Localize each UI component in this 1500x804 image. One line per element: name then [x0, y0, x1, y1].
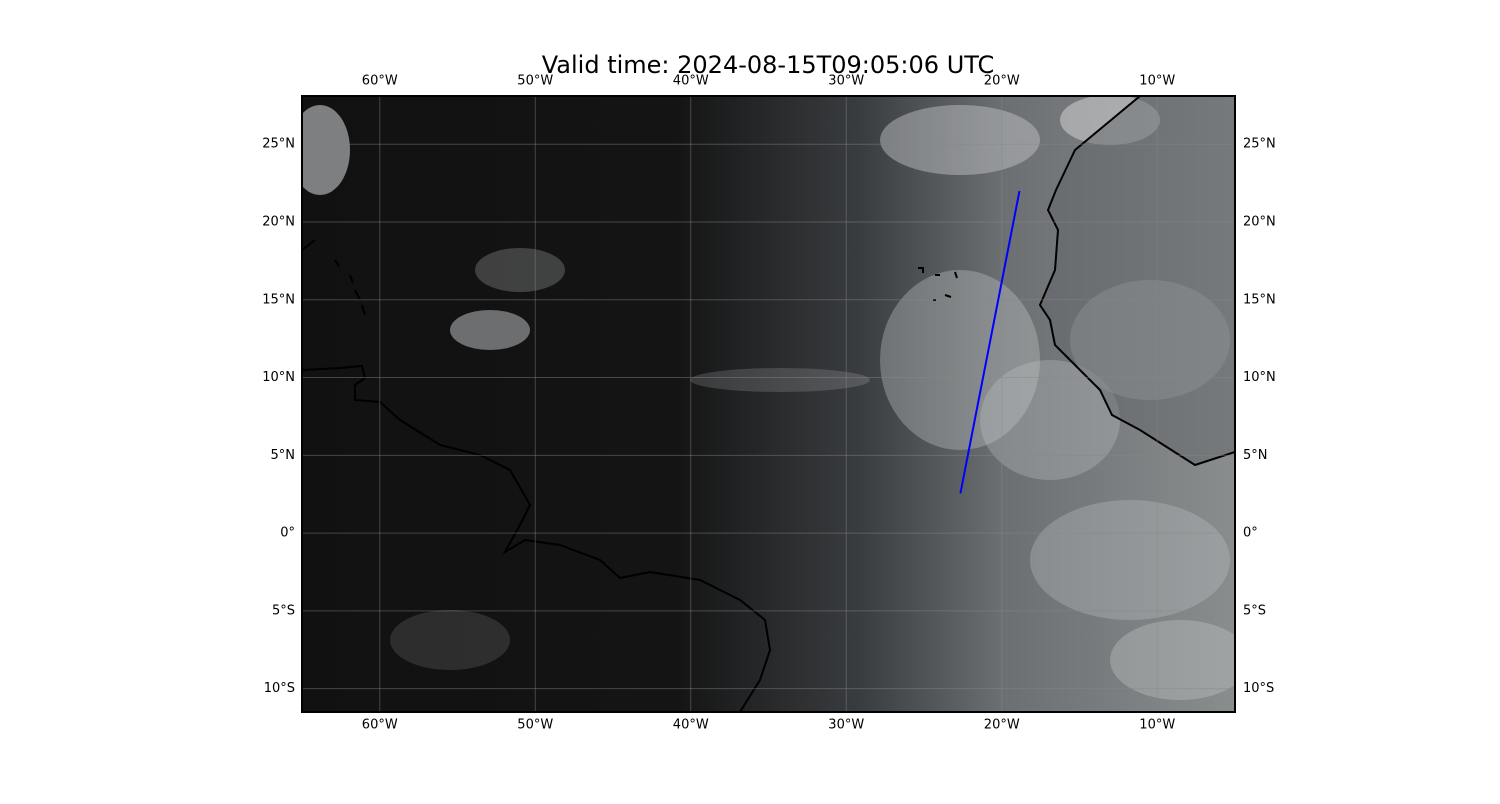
x-tick-label: 20°W	[984, 74, 1020, 89]
map-frame	[301, 95, 1236, 713]
x-tick-label: 40°W	[673, 74, 709, 89]
y-tick-label: 0°	[280, 526, 295, 541]
y-tick-label: 5°S	[272, 603, 295, 618]
y-tick-label: 0°	[1243, 526, 1258, 541]
x-tick-label: 30°W	[828, 718, 864, 733]
y-tick-label: 25°N	[262, 137, 295, 152]
x-tick-label: 60°W	[362, 718, 398, 733]
satellite-image	[302, 96, 1235, 712]
track-line	[959, 190, 1021, 494]
x-tick-label: 60°W	[362, 74, 398, 89]
x-tick-label: 10°W	[1139, 718, 1175, 733]
y-tick-label: 15°N	[262, 292, 295, 307]
y-tick-label: 20°N	[262, 215, 295, 230]
y-tick-label: 5°S	[1243, 603, 1266, 618]
y-tick-label: 5°N	[1243, 448, 1268, 463]
y-tick-label: 15°N	[1243, 292, 1276, 307]
clouds	[302, 96, 1235, 700]
y-tick-label: 10°S	[1243, 681, 1274, 696]
grid	[302, 96, 1235, 712]
y-tick-label: 20°N	[1243, 215, 1276, 230]
y-tick-label: 10°N	[262, 370, 295, 385]
x-tick-label: 10°W	[1139, 74, 1175, 89]
x-tick-label: 50°W	[517, 74, 553, 89]
y-tick-label: 25°N	[1243, 137, 1276, 152]
y-tick-label: 5°N	[271, 448, 296, 463]
plot-marks	[959, 190, 1021, 494]
x-tick-label: 50°W	[517, 718, 553, 733]
x-tick-label: 30°W	[828, 74, 864, 89]
y-tick-label: 10°S	[264, 681, 295, 696]
chart-title: Valid time: 2024-08-15T09:05:06 UTC	[542, 51, 995, 79]
x-tick-label: 20°W	[984, 718, 1020, 733]
coastlines	[302, 96, 1235, 712]
y-tick-label: 10°N	[1243, 370, 1276, 385]
x-tick-label: 40°W	[673, 718, 709, 733]
